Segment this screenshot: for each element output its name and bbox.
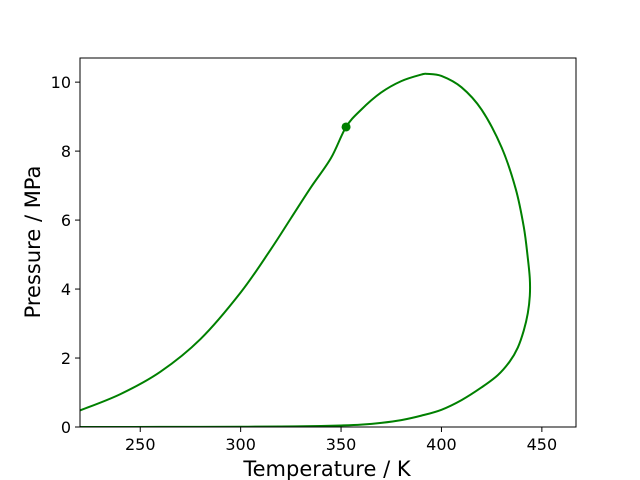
x-tick-label: 450 <box>527 435 558 454</box>
y-tick-label: 6 <box>61 211 71 230</box>
y-tick-label: 4 <box>61 280 71 299</box>
x-axis-label: Temperature / K <box>242 457 411 480</box>
curve-layer <box>80 72 532 427</box>
x-tick-label: 250 <box>125 435 156 454</box>
x-tick-label: 350 <box>326 435 357 454</box>
x-tick-label: 400 <box>426 435 457 454</box>
x-axis-ticks: 250 300 350 400 450 <box>125 427 557 454</box>
series-line-0 <box>80 72 532 427</box>
y-tick-label: 0 <box>61 418 71 437</box>
y-axis-ticks: 0 2 4 6 8 10 <box>51 73 80 437</box>
plot-frame <box>79 57 577 428</box>
y-tick-label: 8 <box>61 142 71 161</box>
y-tick-label: 2 <box>61 349 71 368</box>
y-tick-label: 10 <box>51 73 71 92</box>
marker-layer <box>341 122 351 132</box>
data-point-marker <box>341 122 351 132</box>
y-axis-label: Pressure / MPa <box>21 166 45 319</box>
x-tick-label: 300 <box>225 435 256 454</box>
